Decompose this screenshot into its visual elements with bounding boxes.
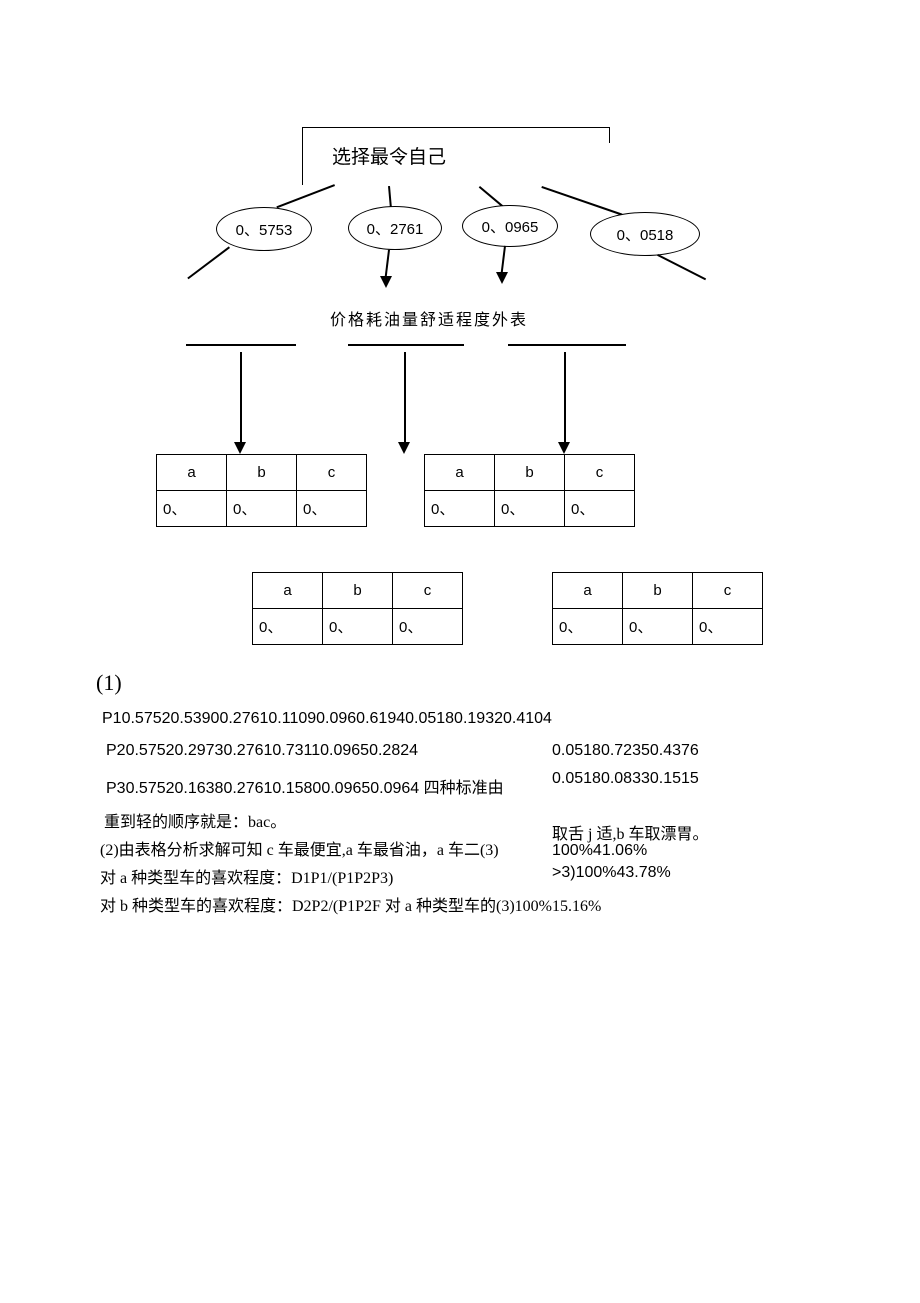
text-line: 0.05180.72350.4376 [552,742,699,760]
text-line: 重到轻的顺序就是：bac。 [104,808,286,832]
root-label: 选择最令自己 [332,142,446,169]
connector [479,186,504,207]
weight-ellipse-4: 0、0518 [590,212,700,256]
text-line: P10.57520.53900.27610.11090.0960.61940.0… [102,710,552,728]
criteria-table-4: a b c 0、 0、 0、 [552,572,763,645]
cell: 0、 [565,491,635,527]
text-line: P20.57520.29730.27610.73110.09650.2824 [106,742,418,760]
weight-ellipse-2: 0、2761 [348,206,442,250]
section-marker: (1) [96,670,122,696]
col-header: a [157,455,227,491]
col-header: b [495,455,565,491]
cell: 0、 [253,609,323,645]
hrule [508,344,626,346]
connector [277,185,335,209]
arrow-head-icon [558,442,570,454]
arrow-head-icon [398,442,410,454]
arrow-head-icon [496,272,508,284]
ellipse-out [657,254,706,280]
page: 选择最令自己 0、5753 0、2761 0、0965 0、0518 价格耗油量… [0,0,920,1303]
hrule [186,344,296,346]
text-line: 取舌 j 适,b 车取漂胃。 [552,820,708,844]
col-header: c [297,455,367,491]
col-header: a [253,573,323,609]
col-header: c [565,455,635,491]
col-header: c [393,573,463,609]
cell: 0、 [227,491,297,527]
cell: 0、 [425,491,495,527]
col-header: b [623,573,693,609]
connector [389,186,392,207]
arrow-head-icon [234,442,246,454]
cell: 0、 [157,491,227,527]
cell: 0、 [495,491,565,527]
hrule [348,344,464,346]
weight-ellipse-3: 0、0965 [462,205,558,247]
cell: 0、 [323,609,393,645]
cell: 0、 [297,491,367,527]
arrow-head-icon [380,276,392,288]
weight-label: 0、0518 [617,224,674,245]
criteria-table-1: a b c 0、 0、 0、 [156,454,367,527]
text-line: 100%41.06% [552,842,647,860]
col-header: b [323,573,393,609]
cell: 0、 [393,609,463,645]
weight-label: 0、2761 [367,218,424,239]
arrow-down [564,352,566,444]
col-header: a [425,455,495,491]
criteria-table-3: a b c 0、 0、 0、 [252,572,463,645]
cell: 0、 [553,609,623,645]
criteria-table-2: a b c 0、 0、 0、 [424,454,635,527]
text-line: (2)由表格分析求解可知 c 车最便宜,a 车最省油，a 车二(3) [100,836,499,860]
text-line: 对 b 种类型车的喜欢程度：D2P2/(P1P2F 对 a 种类型车的(3)10… [100,892,601,916]
text-line: 0.05180.08330.1515 [552,770,699,788]
weight-label: 0、0965 [482,216,539,237]
weight-ellipse-1: 0、5753 [216,207,312,251]
connector [542,186,623,215]
text-line: 对 a 种类型车的喜欢程度：D1P1/(P1P2P3) [100,864,393,888]
cell: 0、 [693,609,763,645]
weight-label: 0、5753 [236,219,293,240]
ellipse-out [188,247,230,279]
col-header: b [227,455,297,491]
arrow-down [404,352,406,444]
col-header: c [693,573,763,609]
cell: 0、 [623,609,693,645]
arrow-down [240,352,242,444]
root-box-stub [572,127,610,143]
col-header: a [553,573,623,609]
text-line: P30.57520.16380.27610.15800.09650.0964 四… [106,774,504,798]
text-line: >3)100%43.78% [552,864,671,882]
criteria-label: 价格耗油量舒适程度外表 [330,306,528,330]
